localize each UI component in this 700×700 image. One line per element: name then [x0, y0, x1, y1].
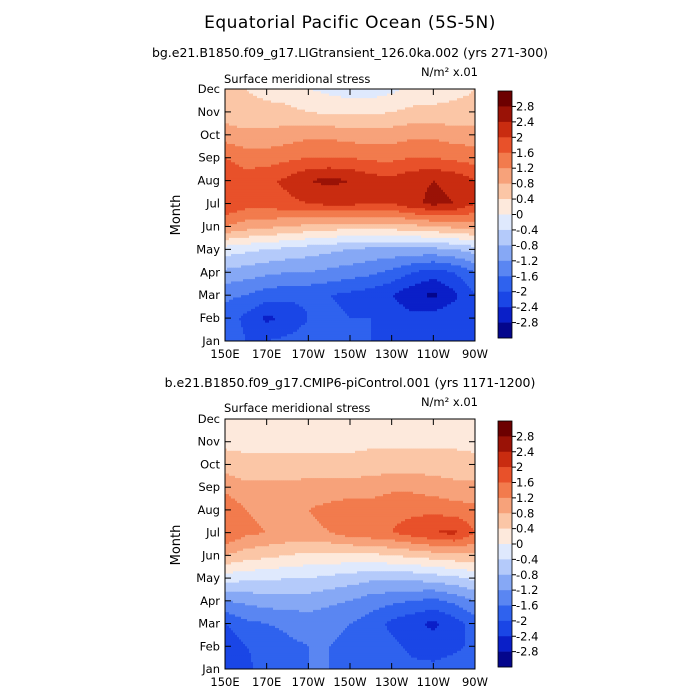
contour-plot: [225, 89, 475, 341]
panel-variable-label: Surface meridional stress: [224, 72, 370, 86]
figure-title: Equatorial Pacific Ocean (5S-5N): [204, 13, 496, 33]
y-axis-label: Month: [169, 195, 184, 236]
panel-subtitle: bg.e21.B1850.f09_g17.LIGtransient_126.0k…: [152, 45, 548, 60]
panel-units-label: N/m² x.01: [421, 65, 478, 79]
panel-lig-transient: bg.e21.B1850.f09_g17.LIGtransient_126.0k…: [152, 45, 548, 361]
